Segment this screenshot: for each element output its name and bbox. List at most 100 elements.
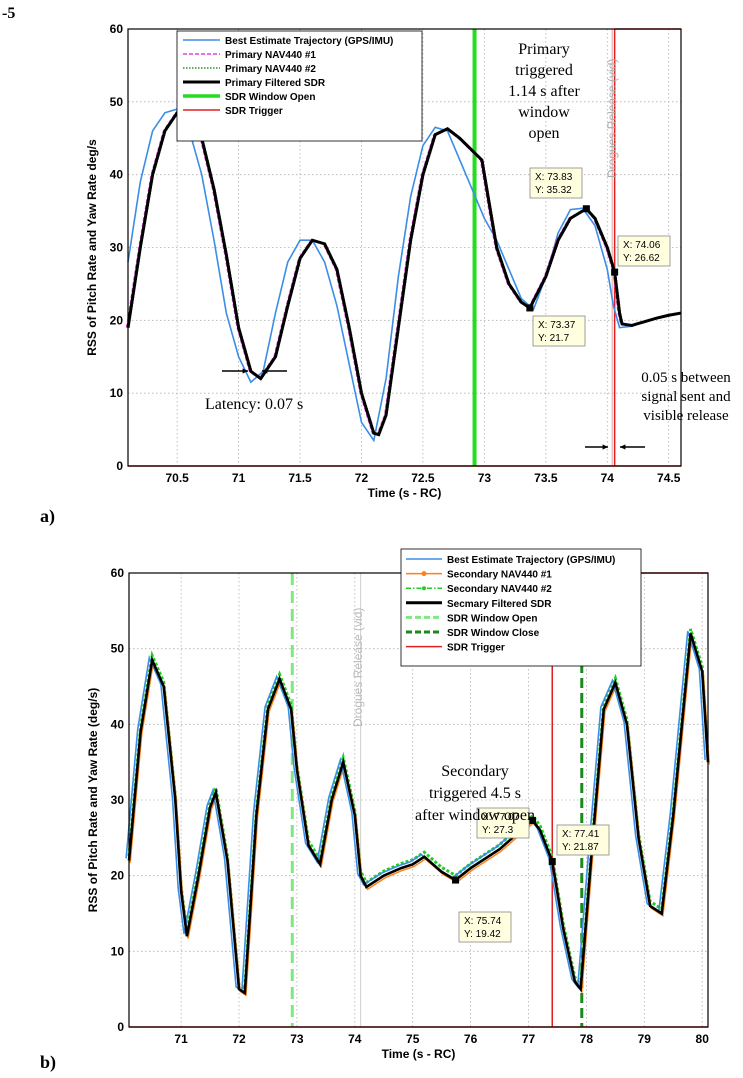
drogues-release-label: Drogues Release (vid) (605, 59, 619, 178)
legend-label: Primary NAV440 #2 (225, 64, 316, 75)
y-tick-label: 30 (111, 793, 125, 807)
latency-arrow-left-head (242, 368, 248, 374)
legend-label: SDR Window Open (225, 92, 315, 103)
y-tick-label: 60 (110, 22, 124, 36)
legend-label: Best Estimate Trajectory (GPS/IMU) (225, 36, 393, 47)
legend-box (176, 30, 423, 142)
panel-b-label: b) (40, 1052, 56, 1073)
legend-label: Primary Filtered SDR (225, 78, 326, 89)
legend-label: Secmary Filtered SDR (447, 599, 552, 610)
datatip-y-label: Y: 21.87 (562, 842, 599, 853)
plot-frame (127, 28, 682, 467)
signal-note-line: signal sent and (641, 389, 731, 405)
secondary-note-line: after window open (415, 807, 535, 824)
legend-label: SDR Trigger (447, 643, 505, 654)
x-tick-label: 74 (601, 471, 615, 485)
signal-arrow-right-head (620, 444, 626, 450)
legend-label: SDR Trigger (225, 106, 283, 117)
y-tick-label: 10 (110, 386, 124, 400)
panel-a-label: a) (40, 506, 55, 527)
legend-label: SDR Window Open (447, 613, 537, 624)
datatip-box (458, 911, 512, 943)
legend-label: Primary NAV440 #1 (225, 50, 316, 61)
legend-label: Secondary NAV440 #2 (447, 584, 552, 595)
x-tick-label: 75 (406, 1032, 420, 1046)
x-axis-label: Time (s - RC) (368, 486, 442, 500)
y-tick-label: 10 (111, 944, 125, 958)
datatip-marker (452, 876, 460, 884)
secondary-filtered-sdr-line (127, 633, 710, 996)
x-tick-label: 76 (464, 1032, 478, 1046)
x-tick-label: 74.5 (657, 471, 681, 485)
datatip-marker (529, 816, 537, 824)
datatip-marker (582, 205, 590, 213)
primary-note-line: Primary (518, 41, 570, 58)
datatip-x-label: X: 73.83 (535, 172, 573, 183)
datatip-box (529, 167, 583, 199)
signal-arrow-left-head (602, 444, 608, 450)
x-tick-label: 73 (290, 1032, 304, 1046)
datatip-y-label: Y: 19.42 (464, 929, 501, 940)
x-tick-label: 72 (232, 1032, 246, 1046)
x-tick-label: 74 (348, 1032, 362, 1046)
best-estimate-line (125, 631, 706, 993)
datatip-x-label: X: 73.37 (538, 320, 576, 331)
datatip-marker (548, 858, 556, 866)
legend-b: Best Estimate Trajectory (GPS/IMU) Second… (400, 548, 642, 667)
datatip-box (556, 824, 610, 856)
datatip-x-label: X: 77.07 (482, 812, 520, 823)
legend-marker (421, 571, 427, 577)
secondary-note-line: triggered 4.5 s (429, 785, 521, 802)
datatip-x-label: X: 74.06 (623, 240, 661, 251)
x-tick-label: 71 (232, 471, 246, 485)
datatip-y-label: Y: 26.62 (623, 253, 660, 264)
x-tick-label: 80 (696, 1032, 710, 1046)
primary-nav440-1-line (125, 112, 680, 436)
x-tick-label: 71.5 (288, 471, 312, 485)
figure-label: -5 (2, 5, 15, 22)
datatip-y-label: Y: 27.3 (482, 825, 514, 836)
datatip-x-label: X: 75.74 (464, 916, 502, 927)
datatip-box (532, 315, 586, 347)
datatip-y-label: Y: 35.32 (535, 185, 572, 196)
y-tick-label: 40 (110, 168, 124, 182)
chart-b: 0 10 20 30 40 50 60 71 72 73 74 75 76 77 78 79 80 Time (s… (86, 548, 710, 1061)
y-tick-label: 0 (117, 1020, 124, 1034)
drogues-release-label: Drogues Release (vid) (351, 608, 365, 727)
legend-a: Best Estimate Trajectory (GPS/IMU) Primar… (176, 30, 423, 142)
x-tick-label: 79 (638, 1032, 652, 1046)
signal-note-line: 0.05 s between (641, 370, 731, 386)
x-tick-label: 78 (580, 1032, 594, 1046)
primary-note-line: open (528, 125, 559, 142)
primary-note-line: 1.14 s after (508, 83, 580, 100)
x-tick-label: 72.5 (411, 471, 435, 485)
x-axis-label: Time (s - RC) (382, 1047, 456, 1061)
y-tick-label: 50 (111, 642, 125, 656)
x-tick-label: 72 (355, 471, 369, 485)
datatip-y-label: Y: 21.7 (538, 333, 570, 344)
datatip-x-label: X: 77.41 (562, 829, 600, 840)
legend-label: Best Estimate Trajectory (GPS/IMU) (447, 555, 615, 566)
chart-a: 0 10 20 30 40 50 60 70.5 71 71.5 72 72.5 73 73.5 74 74.… (85, 22, 731, 500)
primary-note-line: window (518, 104, 570, 121)
latency-arrow-right-head (262, 368, 268, 374)
y-axis-label: RSS of Pitch Rate and Yaw Rate deg/s (85, 139, 99, 356)
latency-label: Latency: 0.07 s (205, 396, 303, 413)
primary-note-line: triggered (515, 62, 573, 79)
datatip-marker (526, 304, 534, 312)
primary-filtered-sdr-line (126, 111, 682, 437)
y-axis-label: RSS of Pitch Rate and Yaw Rate (deg/s) (86, 688, 100, 913)
best-estimate-line (127, 108, 682, 443)
y-tick-label: 20 (111, 869, 125, 883)
datatip-box (617, 235, 671, 267)
x-tick-label: 73 (478, 471, 492, 485)
legend-label: Secondary NAV440 #1 (447, 570, 552, 581)
legend-marker (422, 586, 426, 591)
y-tick-label: 60 (111, 566, 125, 580)
datatip-box (476, 807, 530, 839)
signal-note-line: visible release (643, 408, 729, 424)
x-tick-label: 73.5 (534, 471, 558, 485)
y-tick-label: 0 (116, 459, 123, 473)
x-tick-label: 71 (174, 1032, 188, 1046)
